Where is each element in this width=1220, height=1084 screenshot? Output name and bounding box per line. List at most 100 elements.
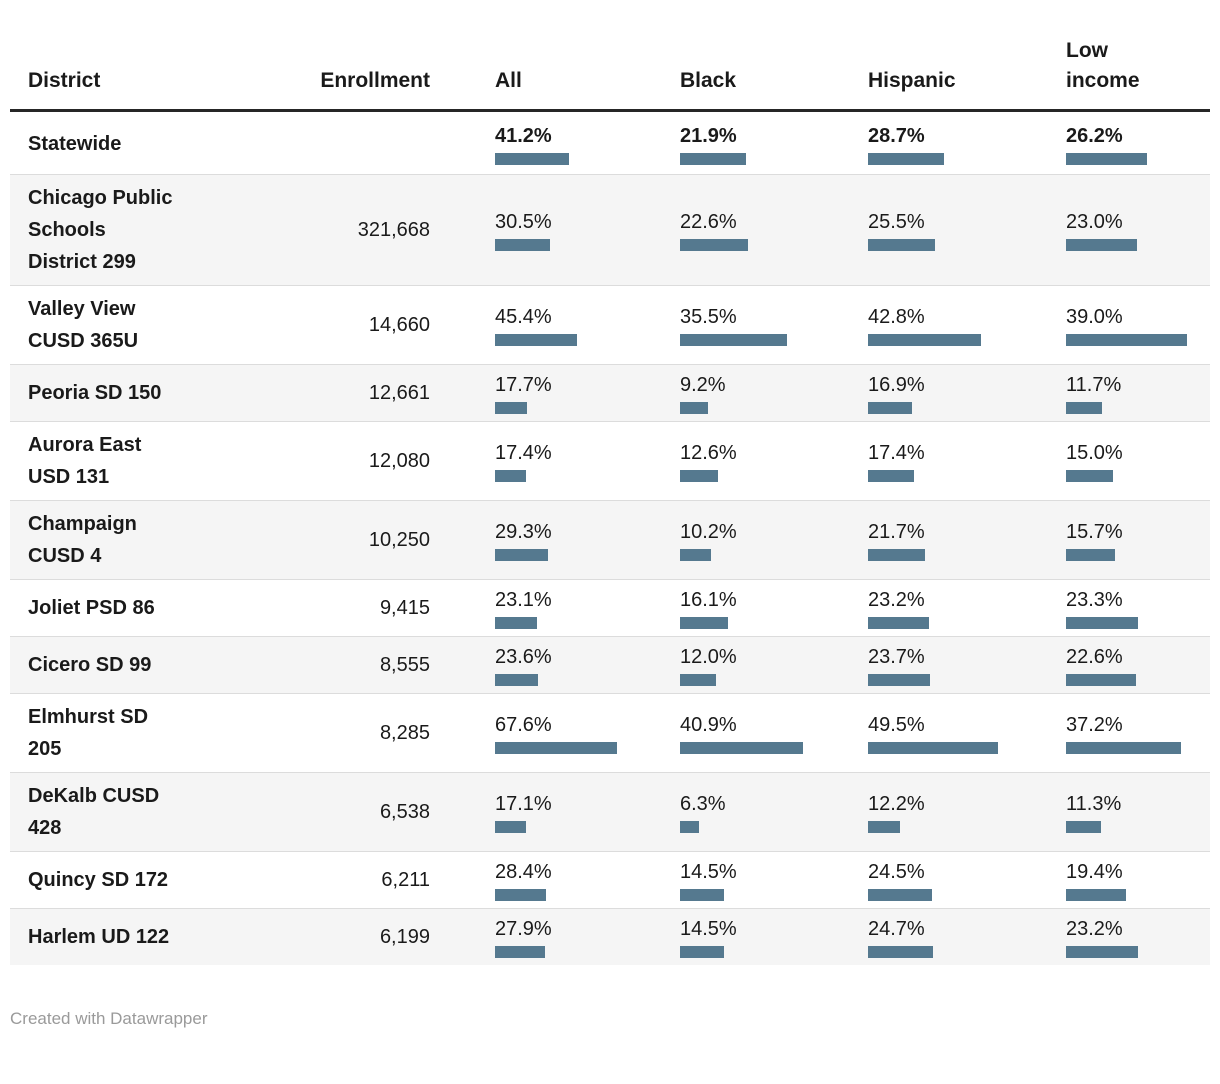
district-name: Valley View CUSD 365U	[10, 285, 253, 365]
percent-value: 15.0%	[1066, 442, 1123, 464]
percent-value: 39.0%	[1066, 306, 1123, 328]
percent-bar	[868, 889, 933, 901]
percent-value: 24.5%	[868, 861, 925, 883]
district-name: Statewide	[10, 110, 253, 175]
percent-bar	[1066, 821, 1101, 833]
percent-cell-hispanic: 23.7%	[805, 636, 1003, 694]
percent-bar	[680, 889, 724, 901]
percent-value: 21.9%	[680, 125, 737, 147]
percent-value: 21.7%	[868, 521, 925, 543]
percent-bar	[495, 402, 527, 414]
table-row: Cicero SD 99 8,555 23.6% 12.0% 23.7% 22.6%	[10, 636, 1210, 694]
percent-value: 11.3%	[1066, 793, 1122, 815]
percent-bar	[1066, 946, 1138, 958]
percent-cell-all: 28.4%	[432, 851, 617, 909]
percent-cell-low-income: 26.2%	[1003, 110, 1210, 175]
percent-value: 12.6%	[680, 442, 737, 464]
percent-cell-black: 16.1%	[617, 579, 805, 637]
percent-value: 30.5%	[495, 211, 552, 233]
percent-value: 23.2%	[1066, 918, 1123, 940]
percent-cell-all: 27.9%	[432, 909, 617, 966]
percent-bar	[868, 470, 914, 482]
percent-cell-all: 17.4%	[432, 421, 617, 501]
district-name: Joliet PSD 86	[10, 579, 253, 637]
percent-bar	[868, 674, 931, 686]
percent-cell-hispanic: 23.2%	[805, 579, 1003, 637]
table-row: Valley View CUSD 365U 14,660 45.4% 35.5% 42.8…	[10, 285, 1210, 365]
percent-bar	[868, 821, 901, 833]
percent-bar	[1066, 742, 1182, 754]
percent-cell-low-income: 19.4%	[1003, 851, 1210, 909]
percent-value: 17.4%	[495, 442, 552, 464]
percent-cell-hispanic: 49.5%	[805, 693, 1003, 773]
percent-value: 14.5%	[680, 861, 737, 883]
percent-cell-low-income: 11.3%	[1003, 772, 1210, 852]
percent-cell-hispanic: 21.7%	[805, 500, 1003, 580]
percent-value: 23.0%	[1066, 211, 1123, 233]
percent-bar	[1066, 617, 1139, 629]
percent-value: 10.2%	[680, 521, 737, 543]
district-name: Champaign CUSD 4	[10, 500, 253, 580]
percent-cell-black: 14.5%	[617, 909, 805, 966]
percent-bar	[868, 153, 944, 165]
percent-cell-hispanic: 28.7%	[805, 110, 1003, 175]
percent-value: 45.4%	[495, 306, 552, 328]
percent-cell-low-income: 15.0%	[1003, 421, 1210, 501]
percent-value: 9.2%	[680, 374, 726, 396]
percent-bar	[1066, 889, 1127, 901]
percent-cell-hispanic: 24.7%	[805, 909, 1003, 966]
percent-cell-low-income: 22.6%	[1003, 636, 1210, 694]
percent-bar	[680, 334, 787, 346]
districts-table: District Enrollment All Black Hispanic L…	[10, 36, 1210, 965]
percent-bar	[495, 334, 577, 346]
enrollment-value: 10,250	[253, 500, 432, 580]
percent-cell-black: 21.9%	[617, 110, 805, 175]
table-chart: District Enrollment All Black Hispanic L…	[10, 36, 1210, 1028]
col-header-black: Black	[617, 36, 805, 112]
percent-value: 25.5%	[868, 211, 925, 233]
percent-cell-low-income: 11.7%	[1003, 364, 1210, 422]
percent-value: 23.2%	[868, 589, 925, 611]
percent-bar	[1066, 402, 1103, 414]
percent-cell-all: 17.1%	[432, 772, 617, 852]
percent-cell-hispanic: 17.4%	[805, 421, 1003, 501]
table-row: Statewide 41.2% 21.9% 28.7% 26.2%	[10, 110, 1210, 175]
percent-bar	[868, 742, 999, 754]
enrollment-value: 6,538	[253, 772, 432, 852]
percent-bar	[680, 470, 718, 482]
percent-bar	[680, 402, 708, 414]
percent-bar	[680, 742, 803, 754]
percent-bar	[495, 239, 550, 251]
district-name: Chicago Public Schools District 299	[10, 174, 253, 286]
percent-bar	[868, 239, 936, 251]
col-header-enrollment: Enrollment	[253, 36, 432, 112]
percent-value: 42.8%	[868, 306, 925, 328]
percent-value: 19.4%	[1066, 861, 1123, 883]
col-header-hispanic: Hispanic	[805, 36, 1003, 112]
percent-bar	[495, 617, 537, 629]
percent-bar	[495, 821, 526, 833]
percent-bar	[868, 549, 926, 561]
percent-bar	[680, 153, 746, 165]
percent-value: 29.3%	[495, 521, 552, 543]
percent-cell-all: 45.4%	[432, 285, 617, 365]
percent-value: 16.9%	[868, 374, 925, 396]
percent-value: 67.6%	[495, 714, 552, 736]
enrollment-value: 12,080	[253, 421, 432, 501]
percent-cell-all: 41.2%	[432, 110, 617, 175]
percent-value: 23.1%	[495, 589, 552, 611]
percent-value: 27.9%	[495, 918, 552, 940]
enrollment-value: 14,660	[253, 285, 432, 365]
district-name: Peoria SD 150	[10, 364, 253, 422]
percent-cell-black: 12.6%	[617, 421, 805, 501]
percent-value: 12.0%	[680, 646, 737, 668]
district-name: DeKalb CUSD 428	[10, 772, 253, 852]
percent-value: 22.6%	[680, 211, 737, 233]
col-header-low-income: Low income	[1003, 36, 1210, 112]
percent-cell-low-income: 23.3%	[1003, 579, 1210, 637]
enrollment-value: 8,555	[253, 636, 432, 694]
table-row: Champaign CUSD 4 10,250 29.3% 10.2% 21.7% 15.7…	[10, 500, 1210, 580]
percent-bar	[495, 946, 546, 958]
percent-cell-black: 22.6%	[617, 174, 805, 286]
percent-cell-all: 67.6%	[432, 693, 617, 773]
